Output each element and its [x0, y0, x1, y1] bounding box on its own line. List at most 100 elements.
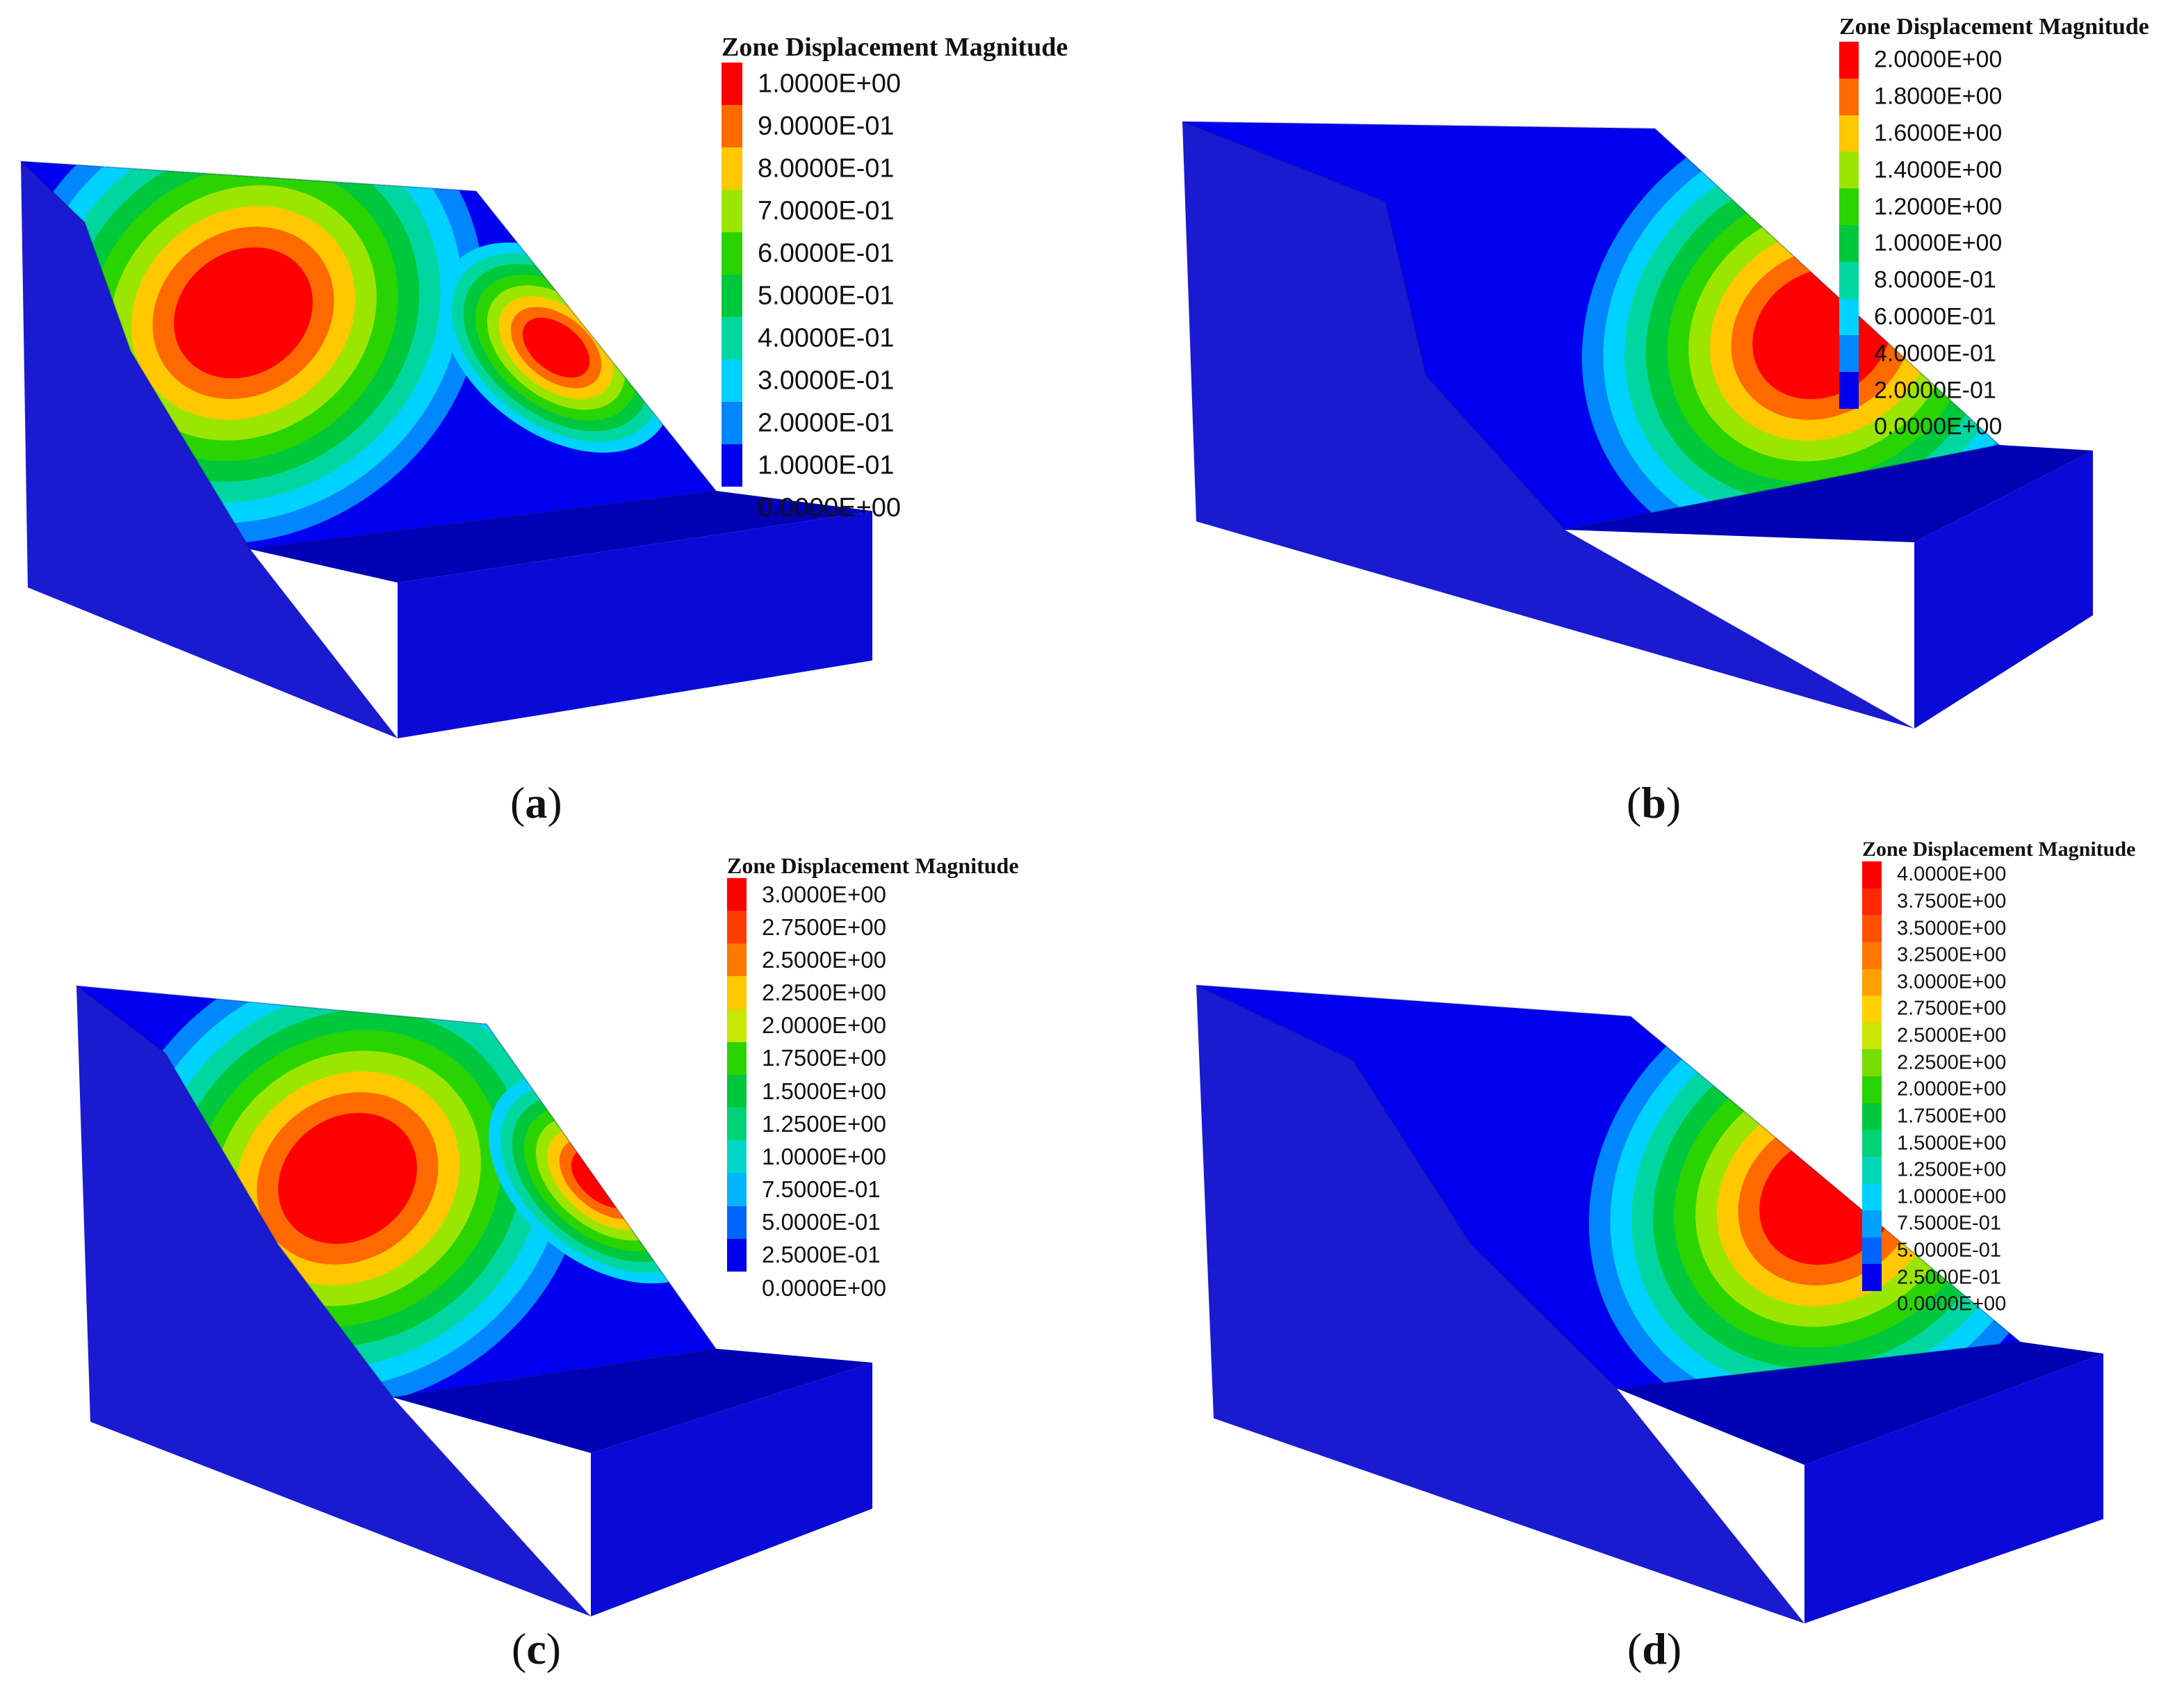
- legend-level-label: 4.0000E-01: [1874, 340, 1996, 367]
- legend-level-label: 2.0000E-01: [758, 408, 895, 437]
- legend-swatch: [722, 105, 742, 147]
- caption-c: (c): [512, 1624, 562, 1673]
- legend-colorbar-d: [1862, 861, 1882, 1291]
- legend-level-label: 3.0000E+00: [762, 881, 886, 907]
- model-bench-face: [1617, 1342, 2103, 1465]
- legend-level-label: 1.4000E+00: [1874, 156, 2003, 184]
- caption-letter-b: b: [1641, 778, 1666, 827]
- panel-a: Zone Displacement Magnitude 1.0000E+00 9.0…: [0, 0, 1092, 852]
- legend-swatch: [722, 317, 742, 359]
- legend-swatch: [1862, 1183, 1882, 1211]
- legend-level-label: 1.5000E+00: [1897, 1132, 2007, 1155]
- legend-swatch: [1839, 335, 1859, 373]
- legend-level-label: 1.2000E+00: [1874, 193, 2003, 220]
- model-front-face: [1914, 451, 2093, 729]
- legend-title-d: Zone Displacement Magnitude: [1862, 838, 2136, 861]
- model-side-face: [1182, 122, 1914, 729]
- legend-level-label: 2.2500E+00: [762, 980, 886, 1006]
- legend-swatch: [727, 878, 747, 911]
- legend-swatch: [1839, 225, 1859, 262]
- legend-swatch: [727, 943, 747, 977]
- legend-level-label: 4.0000E+00: [1897, 863, 2007, 886]
- panel-b: Zone Displacement Magnitude 2.0000E+00 1.8…: [1092, 0, 2184, 852]
- legend-colorbar-c: [727, 878, 747, 1272]
- legend-swatch: [727, 1009, 747, 1042]
- legend-title-b: Zone Displacement Magnitude: [1839, 14, 2149, 40]
- legend-swatch: [1862, 996, 1882, 1023]
- legend-swatch: [1839, 42, 1859, 79]
- legend-level-label: 3.0000E+00: [1897, 971, 2007, 993]
- legend-level-label: 2.0000E+00: [1897, 1078, 2007, 1101]
- legend-swatch: [1839, 115, 1859, 152]
- model-side-face: [21, 161, 398, 738]
- legend-level-label: 1.7500E+00: [1897, 1105, 2007, 1128]
- legend-swatch: [1839, 152, 1859, 189]
- legend-swatch: [727, 1041, 747, 1075]
- model-front-face: [398, 511, 872, 738]
- panel-c: Zone Displacement Magnitude 3.0000E+00 2.7…: [0, 852, 1092, 1703]
- legend-swatch: [727, 1173, 747, 1206]
- model-side-face: [1196, 985, 1804, 1623]
- model-bench-face: [393, 1349, 872, 1453]
- legend-level-label: 2.5000E-01: [1897, 1266, 2001, 1289]
- legend-level-label: 0.0000E+00: [1897, 1292, 2007, 1315]
- legend-level-label: 1.0000E+00: [762, 1143, 886, 1169]
- legend-level-label: 3.0000E-01: [758, 366, 895, 395]
- legend-colorbar-a: [722, 63, 742, 487]
- legend-level-label: 5.0000E-01: [758, 281, 895, 310]
- legend-swatch: [1862, 915, 1882, 942]
- legend-swatch: [1862, 968, 1882, 996]
- legend-level-label: 3.5000E+00: [1897, 917, 2007, 940]
- legend-swatch: [722, 147, 742, 190]
- legend-swatch: [727, 1140, 747, 1174]
- legend-level-label: 2.0000E+00: [762, 1012, 886, 1039]
- legend-level-label: 1.5000E+00: [762, 1078, 886, 1104]
- legend-level-label: 0.0000E+00: [762, 1274, 886, 1301]
- caption-d: (d): [1627, 1624, 1682, 1673]
- legend-level-label: 1.8000E+00: [1874, 83, 2003, 110]
- legend-swatch: [727, 1074, 747, 1108]
- legend-level-label: 2.0000E-01: [1874, 377, 1996, 404]
- legend-swatch: [1862, 1049, 1882, 1076]
- legend-level-label: 1.6000E+00: [1874, 120, 2003, 147]
- legend-level-label: 8.0000E-01: [758, 154, 895, 183]
- legend-level-label: 1.2500E+00: [762, 1110, 886, 1137]
- slope-model-a: [19, 160, 872, 738]
- model-front-face: [591, 1363, 872, 1616]
- legend-level-label: 1.0000E+00: [1874, 229, 2003, 257]
- legend-level-label: 2.5000E+00: [1897, 1024, 2007, 1047]
- caption-letter-c: c: [526, 1624, 546, 1673]
- caption-a: (a): [510, 778, 562, 827]
- legend-level-label: 8.0000E-01: [1874, 266, 1996, 293]
- legend-swatch: [1839, 78, 1859, 115]
- legend-colorbar-b: [1839, 42, 1859, 409]
- legend-swatch: [1862, 941, 1882, 969]
- legend-swatch: [1862, 1076, 1882, 1103]
- legend-level-label: 5.0000E-01: [1897, 1239, 2001, 1262]
- legend-swatch: [722, 63, 742, 105]
- legend-swatch: [722, 275, 742, 317]
- slope-model-d: [1196, 984, 2103, 1623]
- legend-level-label: 2.5000E+00: [762, 946, 886, 973]
- legend-swatch: [1839, 298, 1859, 336]
- panel-d: Zone Displacement Magnitude 4.0000E+00 3.7…: [1092, 838, 2184, 1703]
- legend-swatch: [1862, 1237, 1882, 1265]
- legend-swatch: [1839, 261, 1859, 299]
- legend-swatch: [1862, 1210, 1882, 1238]
- legend-swatch: [1862, 1022, 1882, 1050]
- model-bench-face: [250, 491, 872, 583]
- legend-level-label: 2.7500E+00: [762, 914, 886, 940]
- legend-swatch: [727, 1206, 747, 1239]
- legend-swatch: [727, 1107, 747, 1141]
- legend-title-c: Zone Displacement Magnitude: [727, 853, 1019, 878]
- legend-swatch: [1862, 1264, 1882, 1291]
- legend-swatch: [722, 402, 742, 444]
- model-side-face: [76, 986, 591, 1616]
- legend-level-label: 3.2500E+00: [1897, 943, 2007, 966]
- legend-title-a: Zone Displacement Magnitude: [722, 33, 1068, 62]
- legend-level-label: 2.2500E+00: [1897, 1051, 2007, 1074]
- legend-level-label: 9.0000E-01: [758, 111, 895, 140]
- legend-level-label: 1.0000E+00: [1897, 1185, 2007, 1208]
- legend-swatch: [727, 1238, 747, 1272]
- legend-swatch: [722, 190, 742, 232]
